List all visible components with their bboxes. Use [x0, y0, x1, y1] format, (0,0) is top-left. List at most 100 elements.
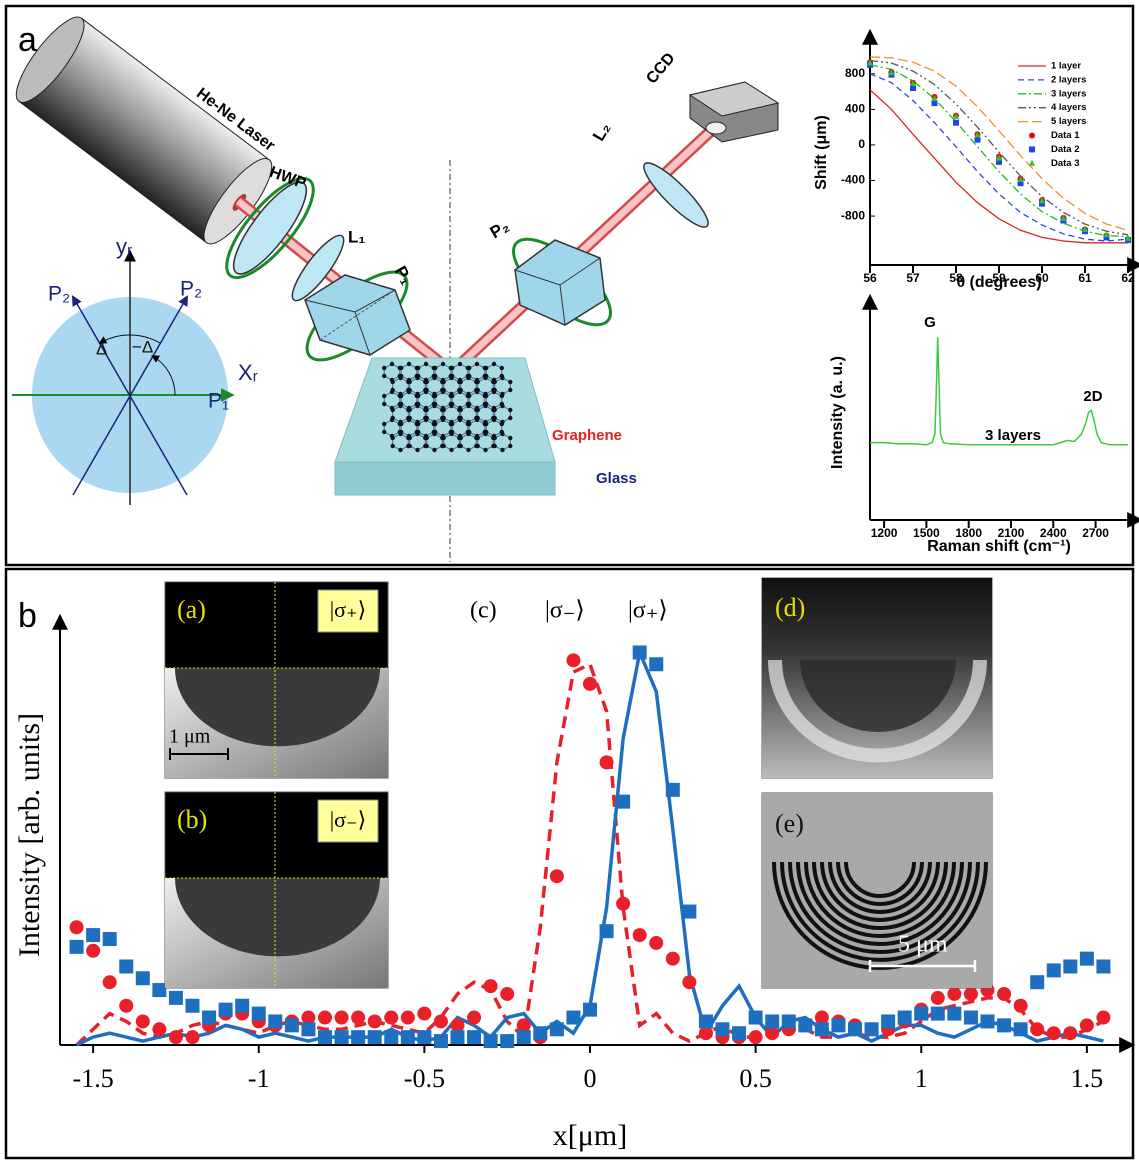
graphene-atom	[433, 394, 437, 398]
graphene-atom	[458, 418, 462, 422]
graphene-atom	[476, 380, 480, 384]
marker	[169, 991, 183, 1005]
x-tick-label: 57	[906, 271, 920, 285]
marker	[914, 1007, 928, 1021]
graphene-atom	[382, 430, 386, 434]
inset-label: (a)	[177, 595, 206, 624]
graphene-atom	[449, 376, 453, 380]
marker	[1063, 959, 1077, 973]
marker	[1047, 963, 1061, 977]
graphene-atom	[467, 366, 471, 370]
graphene-atom	[449, 404, 453, 408]
marker	[550, 869, 564, 883]
graphene-atom	[424, 362, 428, 366]
marker	[434, 1034, 448, 1048]
inset-label: (b)	[177, 805, 207, 834]
graphene-atom	[442, 408, 446, 412]
graphene-atom	[476, 436, 480, 440]
graphene-atom	[415, 376, 419, 380]
graphene-atom	[508, 380, 512, 384]
y-tick-label: 400	[845, 102, 865, 116]
marker	[252, 1007, 266, 1021]
marker	[318, 1011, 332, 1025]
x-tick-label: 2700	[1082, 526, 1109, 540]
graphene-atom	[382, 402, 386, 406]
graphene-atom	[391, 380, 395, 384]
graphene-atom	[493, 444, 497, 448]
graphene-atom	[492, 390, 496, 394]
figure: aHe-Ne LaserHWPL₁P₁P₂CCDL₂GrapheneGlassy…	[0, 0, 1139, 1164]
x-tick-label: -0.5	[404, 1064, 445, 1093]
graphene-atom	[484, 366, 488, 370]
legend-label: Data 2	[1051, 144, 1080, 155]
graphene-atom	[508, 436, 512, 440]
marker	[583, 677, 597, 691]
x-tick-label: -1.5	[73, 1064, 114, 1093]
marker	[467, 1011, 481, 1025]
y-axis-label: Intensity (a. u.)	[829, 356, 846, 469]
marker	[616, 795, 630, 809]
marker	[831, 1018, 845, 1032]
marker	[318, 1030, 332, 1044]
graphene-atom	[493, 380, 497, 384]
panel-label: b	[18, 597, 37, 635]
marker	[285, 1018, 299, 1032]
marker	[1063, 1026, 1077, 1040]
marker	[964, 1011, 978, 1025]
graphene-atom	[450, 394, 454, 398]
marker	[1096, 1011, 1110, 1025]
marker	[997, 987, 1011, 1001]
graphene-atom	[466, 404, 470, 408]
legend-marker	[1029, 146, 1035, 152]
marker	[119, 999, 133, 1013]
graphene-atom	[483, 376, 487, 380]
marker	[401, 1011, 415, 1025]
graphene-atom	[391, 408, 395, 412]
marker	[848, 1022, 862, 1036]
graphene-atom	[459, 380, 463, 384]
marker	[136, 971, 150, 985]
marker	[384, 1030, 398, 1044]
graphene-atom	[408, 408, 412, 412]
legend-label: 5 layers	[1051, 116, 1086, 127]
legend-label: 1 layer	[1051, 61, 1081, 72]
graphene-atom	[390, 418, 394, 422]
graphene-atom	[416, 366, 420, 370]
label-p2-right: P₂	[180, 278, 202, 301]
y-axis-label: Shift (μm)	[813, 115, 830, 190]
y-axis-label: Intensity [arb. units]	[13, 713, 46, 957]
label-p1-pol: P₁	[208, 390, 229, 413]
marker	[186, 999, 200, 1013]
marker	[947, 1007, 961, 1021]
graphene-atom	[475, 362, 479, 366]
marker	[649, 936, 663, 950]
graphene-atom	[500, 432, 504, 436]
marker	[815, 1022, 829, 1036]
label-delta: Δ	[96, 339, 107, 358]
marker	[600, 755, 614, 769]
graphene-atom	[382, 422, 386, 426]
graphene-atom	[458, 390, 462, 394]
marker	[931, 1007, 945, 1021]
x-axis-label: Raman shift (cm⁻¹)	[927, 538, 1071, 555]
graphene-atom	[391, 444, 395, 448]
graphene-atom	[432, 404, 436, 408]
graphene-atom	[415, 448, 419, 452]
graphene-atom	[398, 448, 402, 452]
graphene-atom	[459, 408, 463, 412]
marker	[550, 1022, 564, 1036]
graphene-atom	[500, 404, 504, 408]
graphene-atom	[500, 448, 504, 452]
graphene-atom	[382, 374, 386, 378]
graphene-atom	[432, 376, 436, 380]
graphene-atom	[399, 422, 403, 426]
x-tick-label: -1	[248, 1064, 270, 1093]
marker	[152, 1022, 166, 1036]
label-glass: Glass	[596, 470, 637, 487]
marker	[633, 928, 647, 942]
marker	[268, 1014, 282, 1028]
graphene-atom	[500, 422, 504, 426]
marker	[301, 1022, 315, 1036]
graphene-atom	[390, 390, 394, 394]
graphene-atom	[508, 388, 512, 392]
